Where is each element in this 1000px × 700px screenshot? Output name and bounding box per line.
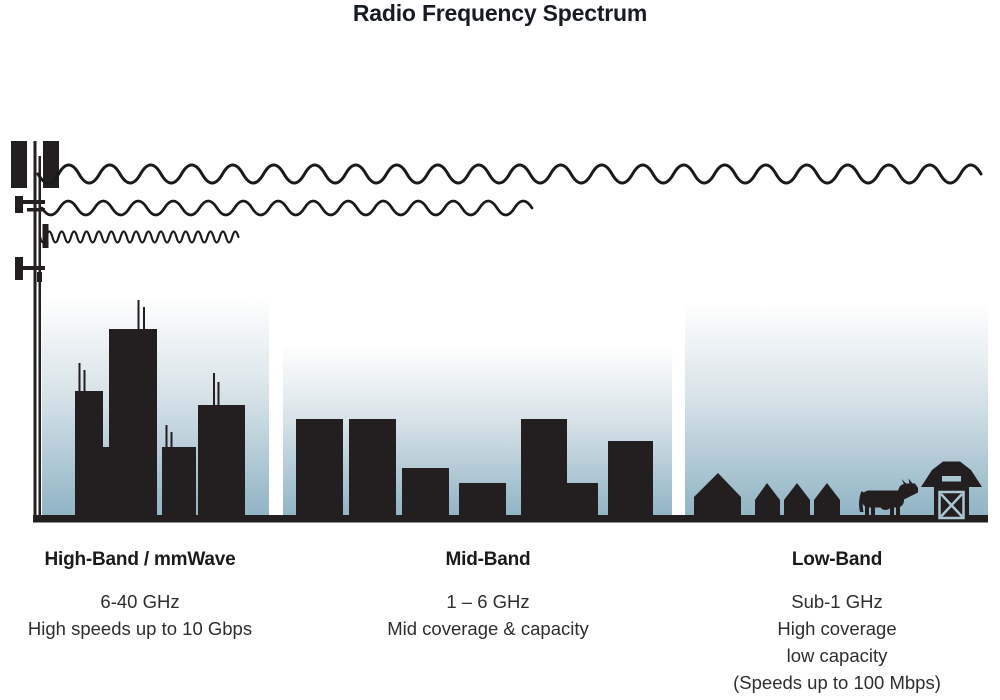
rural-houses-icon (694, 473, 840, 518)
radio-waves (36, 163, 983, 244)
band-desc-low-capacity: low capacity (786, 645, 888, 666)
page-title: Radio Frequency Spectrum (352, 0, 648, 26)
house-icon (694, 473, 741, 518)
building (349, 419, 396, 518)
band-desc-low-coverage: High coverage (777, 618, 897, 639)
band-name-low: Low-Band (791, 549, 883, 570)
skyscraper (162, 447, 196, 518)
skyscraper (75, 391, 103, 518)
band-freq-low: Sub-1 GHz (791, 591, 883, 612)
band-name-mid: Mid-Band (445, 549, 531, 570)
house-icon (784, 483, 810, 518)
skyscraper (198, 405, 245, 518)
cow-icon (859, 478, 918, 518)
barn-icon (921, 461, 982, 520)
low-band-long-wave-icon (36, 163, 983, 185)
band-freq-mid: 1 – 6 GHz (446, 591, 530, 612)
band-desc-high: High speeds up to 10 Gbps (27, 618, 253, 639)
band-freq-high: 6-40 GHz (100, 591, 180, 612)
band-name-high: High-Band / mmWave (44, 549, 236, 570)
band-label-high: High-Band / mmWave 6-40 GHz High speeds … (15, 549, 265, 642)
house-icon (755, 483, 780, 518)
building (296, 419, 343, 518)
house-icon (814, 483, 840, 518)
band-desc-mid: Mid coverage & capacity (387, 618, 589, 639)
band-label-low: Low-Band Sub-1 GHz High coverage low cap… (712, 549, 962, 696)
barn-window (942, 476, 961, 482)
ground-line (33, 515, 988, 523)
skyscraper (109, 329, 157, 518)
midrise-buildings-icon (296, 419, 653, 518)
mid-band-medium-wave-icon (40, 199, 534, 217)
building (402, 468, 449, 518)
city-skyline-icon (75, 300, 245, 518)
band-desc-low-speed: (Speeds up to 100 Mbps) (733, 672, 941, 693)
building (521, 419, 567, 518)
building (566, 483, 598, 518)
building (608, 441, 653, 518)
building (459, 483, 506, 518)
band-label-mid: Mid-Band 1 – 6 GHz Mid coverage & capaci… (363, 549, 613, 642)
high-band-short-wave-icon (38, 230, 240, 244)
